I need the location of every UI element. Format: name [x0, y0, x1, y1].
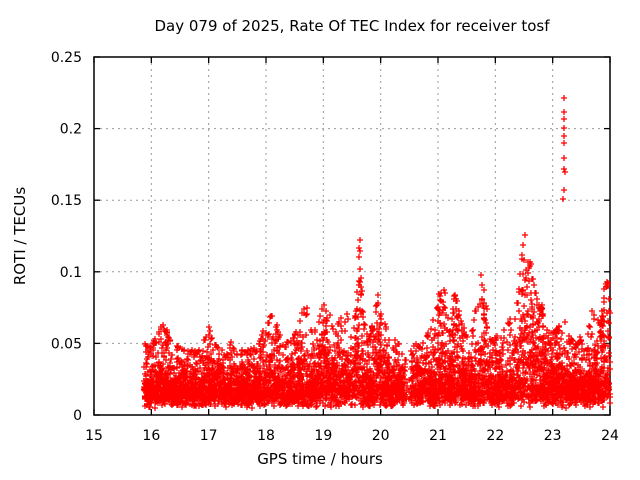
x-tick-label-21: 21: [429, 428, 447, 444]
y-axis-label: ROTI / TECUs: [11, 187, 29, 285]
chart-title: Day 079 of 2025, Rate Of TEC Index for r…: [155, 17, 551, 35]
x-tick-label-24: 24: [601, 428, 619, 444]
x-tick-label-17: 17: [200, 428, 218, 444]
outlier-points: [356, 95, 568, 298]
y-tick-label-0.2: 0.2: [60, 122, 82, 138]
y-tick-label-0.25: 0.25: [51, 50, 82, 66]
x-tick-label-16: 16: [142, 428, 160, 444]
data-points: [141, 232, 613, 411]
x-tick-label-15: 15: [85, 428, 103, 444]
plot-border: [93, 56, 611, 416]
grid-layer: [94, 57, 610, 415]
x-tick-label-20: 20: [372, 428, 390, 444]
y-tick-label-0.15: 0.15: [51, 193, 82, 209]
x-tick-label-18: 18: [257, 428, 275, 444]
x-tick-label-23: 23: [544, 428, 562, 444]
x-tick-label-19: 19: [314, 428, 332, 444]
x-axis-label: GPS time / hours: [257, 450, 383, 468]
tick-labels-layer: 15 16 17 18 19 20 21 22 23 24 0 0.05 0.1 0.15 0.2 0.25: [51, 50, 619, 444]
x-tick-label-22: 22: [486, 428, 504, 444]
y-tick-label-0.05: 0.05: [51, 336, 82, 352]
y-tick-label-0.1: 0.1: [60, 265, 82, 281]
y-tick-label-0: 0: [73, 408, 82, 424]
